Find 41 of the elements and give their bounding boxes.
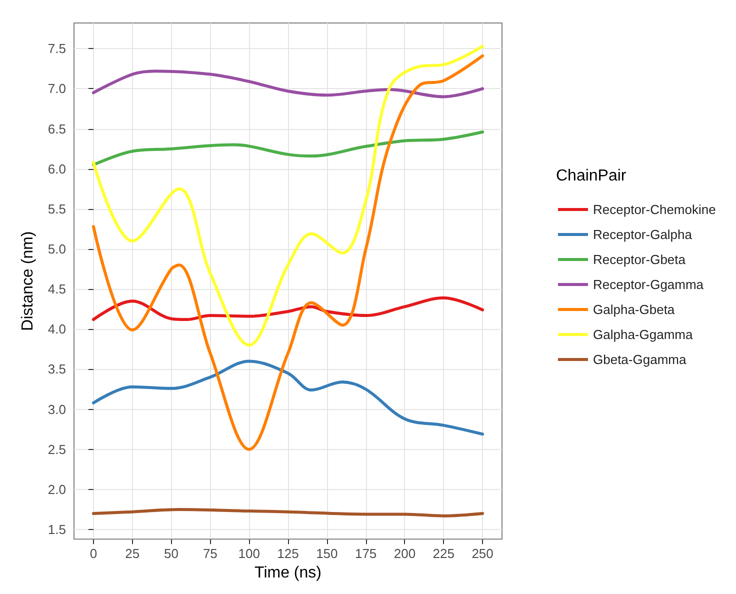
x-tick-label: 225 bbox=[432, 546, 454, 562]
x-tick-label: 125 bbox=[277, 546, 299, 562]
y-tick-label: 5.5 bbox=[48, 201, 66, 216]
y-tick-label: 6.0 bbox=[48, 161, 66, 176]
line-series bbox=[92, 44, 484, 347]
y-tick-label: 7.5 bbox=[48, 41, 66, 56]
line-series bbox=[92, 70, 484, 98]
x-tick-label: 25 bbox=[125, 546, 140, 562]
y-tick-label: 2.5 bbox=[48, 442, 66, 457]
legend-label: Receptor-Galpha bbox=[593, 227, 693, 242]
y-tick-label: 4.5 bbox=[48, 282, 66, 297]
x-tick-label: 100 bbox=[238, 546, 260, 562]
line-series bbox=[92, 296, 484, 322]
line-series bbox=[92, 130, 484, 166]
legend-label: Galpha-Gbeta bbox=[593, 302, 676, 317]
line-series bbox=[92, 360, 484, 436]
legend-label: Galpha-Ggamma bbox=[593, 327, 694, 342]
legend-title: ChainPair bbox=[556, 168, 627, 184]
y-tick-label: 3.0 bbox=[48, 402, 66, 417]
x-tick-label: 50 bbox=[164, 546, 179, 562]
x-axis-title: Time (ns) bbox=[254, 564, 322, 582]
legend-label: Receptor-Chemokine bbox=[593, 202, 716, 217]
y-tick-label: 3.5 bbox=[48, 362, 66, 377]
y-axis-title: Distance (nm) bbox=[20, 231, 36, 331]
legend-label: Receptor-Gbeta bbox=[593, 252, 686, 267]
x-tick-label: 150 bbox=[316, 546, 338, 562]
y-tick-label: 1.5 bbox=[48, 522, 66, 537]
x-tick-label: 175 bbox=[354, 546, 377, 562]
line-series bbox=[92, 54, 484, 451]
y-tick-label: 5.0 bbox=[48, 241, 66, 256]
x-tick-label: 0 bbox=[90, 546, 98, 562]
y-tick-label: 6.5 bbox=[48, 121, 66, 136]
legend-label: Gbeta-Ggamma bbox=[593, 352, 687, 367]
y-tick-label: 4.0 bbox=[48, 322, 66, 337]
y-tick-label: 2.0 bbox=[48, 482, 66, 497]
line-series bbox=[92, 508, 484, 518]
x-tick-label: 75 bbox=[202, 546, 218, 562]
y-tick-label: 7.0 bbox=[48, 81, 66, 96]
x-tick-label: 250 bbox=[472, 546, 494, 562]
x-tick-label: 200 bbox=[394, 546, 416, 562]
legend-label: Receptor-Ggamma bbox=[593, 277, 704, 292]
